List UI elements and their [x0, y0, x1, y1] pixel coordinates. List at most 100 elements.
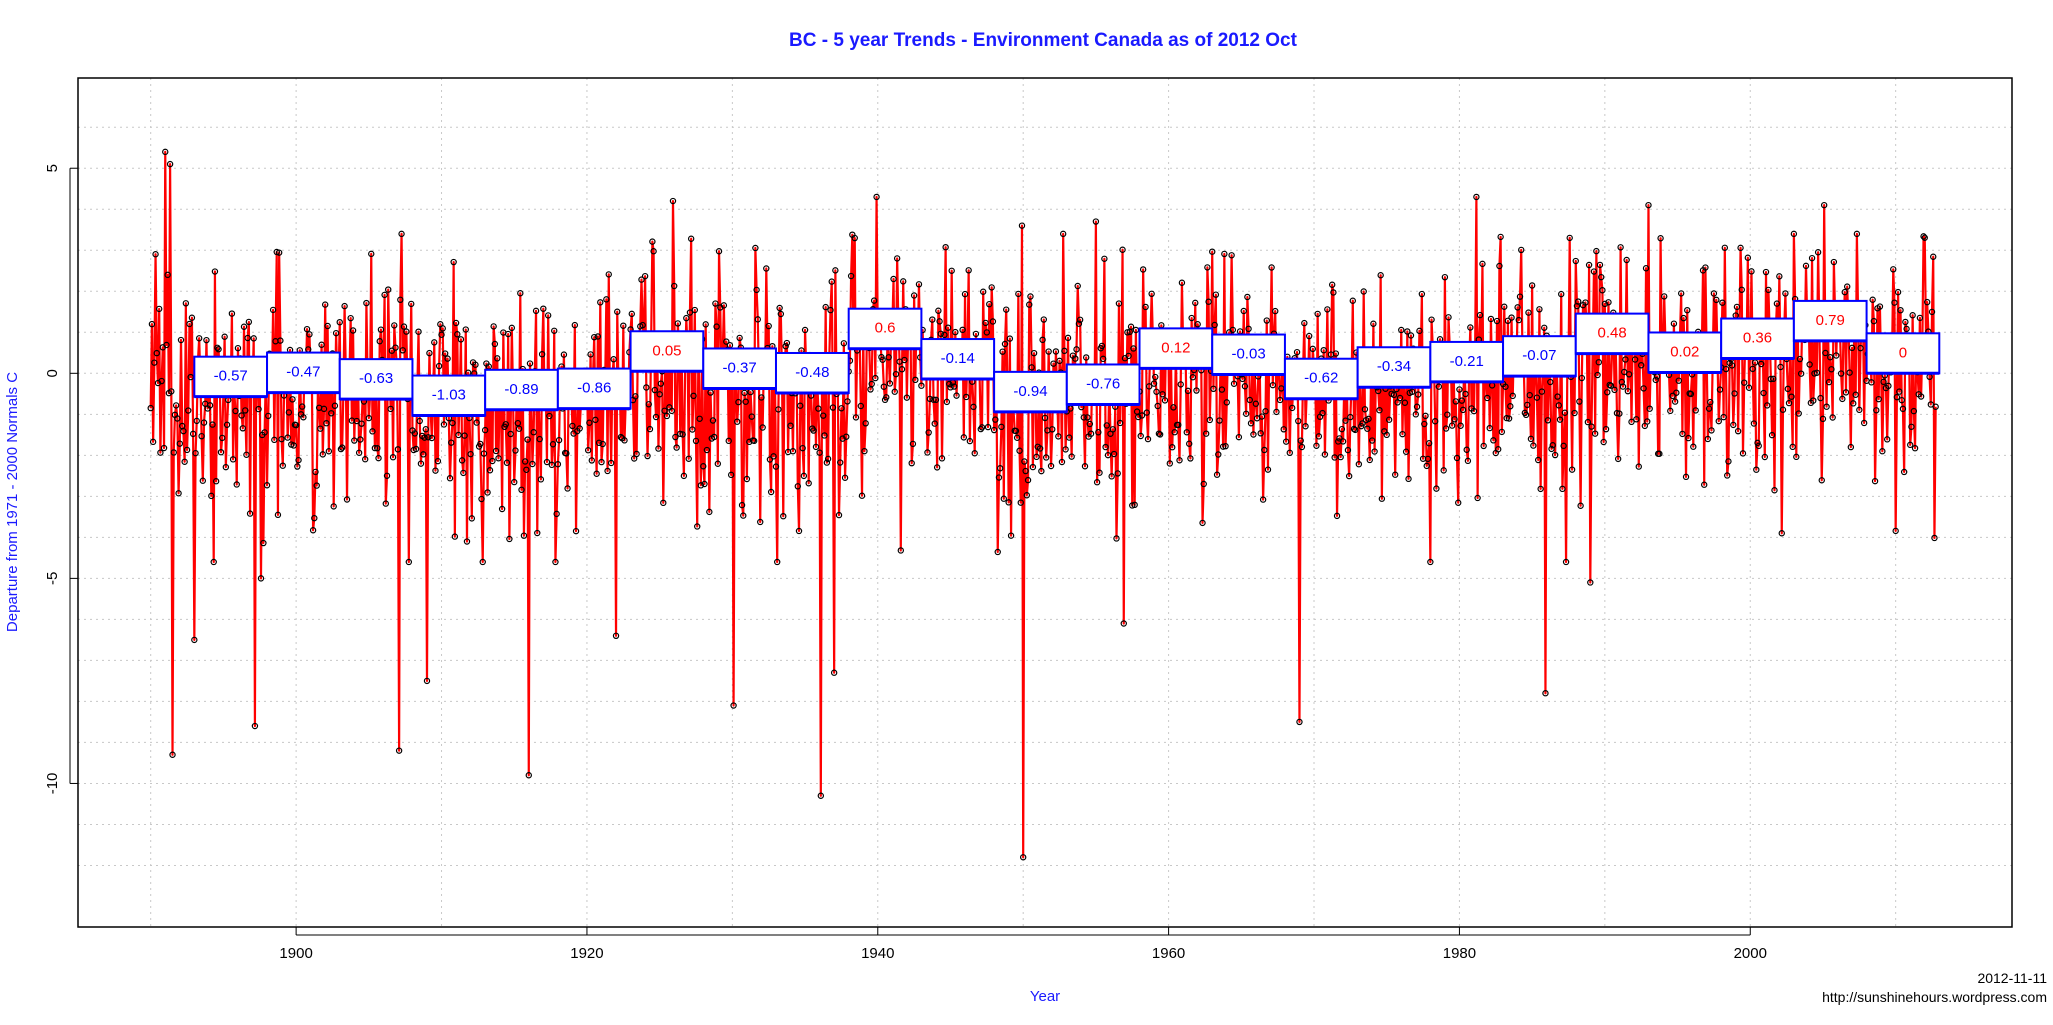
data-point — [1501, 303, 1508, 310]
data-point — [1822, 349, 1829, 357]
data-point — [1548, 445, 1555, 453]
data-point — [1109, 426, 1117, 433]
data-point — [692, 437, 700, 445]
data-point — [147, 404, 154, 412]
data-point — [1841, 288, 1848, 296]
data-point — [506, 535, 513, 543]
data-point — [1720, 413, 1727, 421]
data-point — [1337, 453, 1344, 461]
data-point — [1463, 446, 1470, 453]
data-point — [195, 335, 203, 342]
data-point — [361, 456, 369, 463]
data-point — [1839, 395, 1846, 403]
data-point — [458, 457, 466, 464]
data-point — [492, 447, 500, 455]
data-point — [246, 510, 254, 517]
data-point — [1444, 411, 1451, 418]
data-point — [1777, 363, 1784, 371]
data-point — [279, 462, 286, 469]
data-point — [1779, 406, 1787, 413]
data-point — [477, 440, 484, 448]
data-point — [1722, 365, 1730, 373]
data-point — [650, 248, 657, 255]
data-point — [972, 330, 980, 338]
data-point — [183, 446, 191, 454]
data-point — [1352, 426, 1359, 434]
data-point — [394, 446, 402, 453]
data-point — [592, 416, 599, 424]
data-point — [420, 451, 427, 458]
data-point — [742, 398, 749, 405]
data-point — [1022, 467, 1029, 475]
data-point — [1192, 299, 1199, 307]
trend-box — [266, 351, 341, 394]
data-point — [990, 426, 998, 434]
data-point — [1440, 467, 1447, 474]
data-point — [300, 414, 307, 421]
data-point — [843, 433, 850, 440]
data-point — [555, 436, 563, 444]
data-point — [1138, 412, 1146, 419]
data-point — [467, 450, 474, 458]
data-point — [1076, 316, 1084, 324]
data-point — [740, 512, 747, 519]
trend-label: -0.48 — [795, 364, 829, 381]
data-point — [1055, 433, 1062, 440]
data-point — [1184, 387, 1192, 395]
data-point — [1328, 281, 1336, 288]
data-point — [1837, 370, 1845, 377]
trend-label: -1.03 — [432, 387, 466, 404]
data-point — [177, 336, 185, 344]
data-point — [1096, 469, 1103, 476]
x-axis: 1900 1920 1940 1960 1980 2000 — [279, 927, 1767, 962]
data-point — [1143, 409, 1150, 416]
data-point — [743, 475, 751, 483]
data-point — [996, 465, 1004, 472]
data-point — [672, 433, 679, 441]
data-point — [444, 355, 451, 362]
data-point — [710, 433, 718, 441]
data-point — [1516, 293, 1524, 300]
data-point — [435, 362, 443, 370]
data-point — [1161, 397, 1169, 404]
data-point — [1119, 246, 1126, 253]
footer-url: http://sunshinehours.wordpress.com — [1822, 989, 2047, 1005]
data-point — [617, 433, 625, 441]
trend-box — [1065, 363, 1141, 406]
data-point — [604, 467, 611, 475]
data-point — [879, 356, 886, 363]
data-point — [440, 421, 448, 428]
data-point — [1846, 369, 1853, 376]
data-point — [1528, 282, 1536, 289]
data-point — [1058, 458, 1066, 466]
trend-label: -0.07 — [1522, 347, 1556, 364]
data-point — [1073, 346, 1080, 353]
data-point — [1637, 362, 1645, 369]
data-point — [1789, 443, 1796, 451]
data-point — [255, 405, 262, 413]
data-point — [548, 461, 556, 469]
data-point — [1371, 448, 1378, 455]
data-point — [734, 418, 741, 425]
data-point — [200, 419, 208, 426]
y-tick-label: 0 — [44, 369, 61, 377]
data-point — [1268, 264, 1275, 271]
data-point — [933, 464, 941, 471]
data-point — [641, 272, 649, 280]
data-point — [683, 314, 690, 322]
data-point — [1457, 422, 1464, 429]
data-point — [1445, 314, 1452, 321]
data-point — [221, 333, 228, 340]
data-point — [1458, 397, 1466, 404]
data-point — [571, 321, 579, 329]
data-point — [1422, 412, 1429, 420]
data-point — [1116, 419, 1124, 427]
trend-box — [993, 370, 1068, 413]
data-point — [1467, 324, 1474, 331]
data-point — [1278, 385, 1285, 392]
data-point — [872, 374, 879, 382]
data-point — [462, 326, 469, 333]
data-point — [1869, 296, 1876, 303]
data-point — [1024, 476, 1032, 484]
data-point — [1719, 299, 1726, 306]
